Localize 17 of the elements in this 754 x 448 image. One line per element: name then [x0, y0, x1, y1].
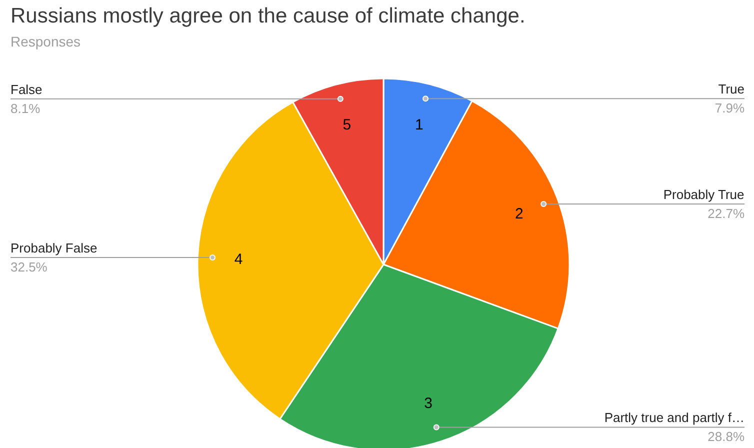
slice-label: False [10, 82, 42, 97]
text: 4 [234, 251, 243, 268]
slice-label: Probably False [10, 240, 98, 256]
slice-label: True [718, 82, 744, 97]
data-label: 22.7% [708, 206, 745, 222]
data-label: 8.1% [10, 100, 41, 116]
chart-title: Russians mostly agree on the cause of climate change. [10, 4, 526, 28]
data-label: 28.8% [708, 429, 745, 444]
data-label: 32.5% [10, 260, 48, 275]
data-label: 7.9% [714, 100, 745, 116]
chart-subtitle: Responses [10, 34, 81, 50]
text: 5 [342, 116, 352, 134]
slice-label: Partly true and partly f… [604, 410, 745, 426]
slice-label: Probably True [663, 187, 744, 202]
text: 3 [424, 394, 433, 412]
text: 1 [414, 116, 424, 134]
text: 2 [515, 206, 524, 223]
